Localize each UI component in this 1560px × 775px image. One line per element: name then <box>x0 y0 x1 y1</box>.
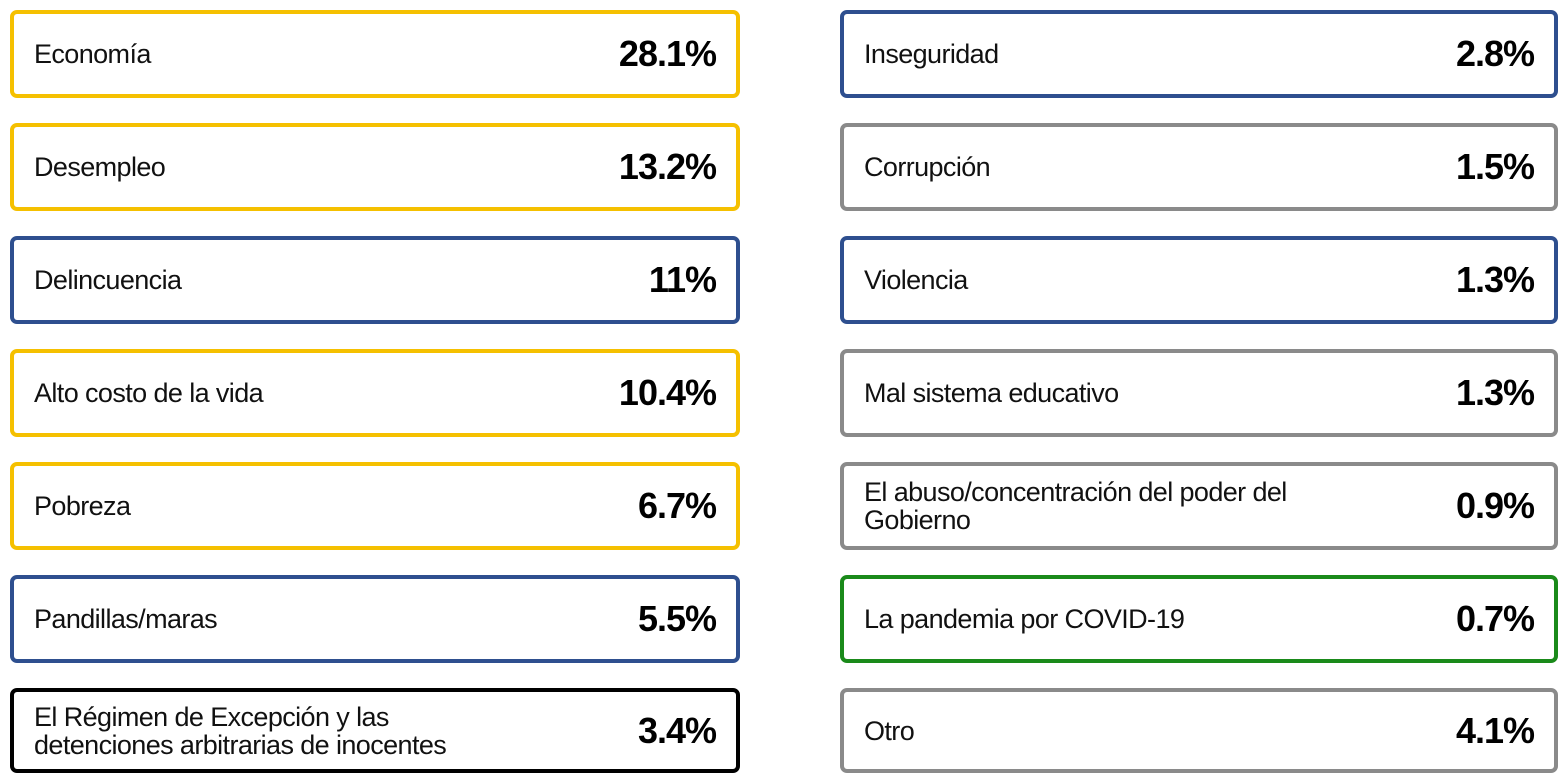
item-box: La pandemia por COVID-19 0.7% <box>840 575 1558 663</box>
item-box: Economía 28.1% <box>10 10 740 98</box>
item-label: Alto costo de la vida <box>34 378 264 408</box>
item-box: El Régimen de Excepción y las detencione… <box>10 688 740 773</box>
item-label: Inseguridad <box>864 39 999 69</box>
item-label: Pandillas/maras <box>34 604 218 634</box>
item-label: Mal sistema educativo <box>864 378 1119 408</box>
item-label: Economía <box>34 39 151 69</box>
item-box: Otro 4.1% <box>840 688 1558 773</box>
item-box: Inseguridad 2.8% <box>840 10 1558 98</box>
item-label: El Régimen de Excepción y las detencione… <box>34 701 447 760</box>
item-value: 2.8% <box>1455 33 1535 74</box>
item-label: Delincuencia <box>34 265 182 295</box>
item-label: La pandemia por COVID-19 <box>864 604 1185 634</box>
item-box: El abuso/concentración del poder del Gob… <box>840 462 1558 550</box>
item-label: Corrupción <box>864 152 991 182</box>
item-value: 1.3% <box>1455 372 1535 413</box>
item-value: 4.1% <box>1455 709 1535 751</box>
item-box: Pandillas/maras 5.5% <box>10 575 740 663</box>
item-box: Delincuencia 11% <box>10 236 740 324</box>
item-box: Desempleo 13.2% <box>10 123 740 211</box>
item-label: Pobreza <box>34 491 131 521</box>
item-box: Alto costo de la vida 10.4% <box>10 349 740 437</box>
item-label: Otro <box>864 715 915 746</box>
item-value: 6.7% <box>637 485 717 526</box>
item-value: 0.7% <box>1455 598 1535 639</box>
item-box: Mal sistema educativo 1.3% <box>840 349 1558 437</box>
item-box: Pobreza 6.7% <box>10 462 740 550</box>
item-box: Corrupción 1.5% <box>840 123 1558 211</box>
item-value: 5.5% <box>637 598 717 639</box>
item-box: Violencia 1.3% <box>840 236 1558 324</box>
item-value: 3.4% <box>637 709 717 751</box>
item-value: 0.9% <box>1455 485 1535 526</box>
item-value: 13.2% <box>618 146 717 187</box>
item-label: Desempleo <box>34 152 166 182</box>
item-value: 28.1% <box>618 33 717 74</box>
item-value: 1.3% <box>1455 259 1535 300</box>
item-label: Violencia <box>864 265 968 295</box>
item-value: 10.4% <box>618 372 717 413</box>
item-value: 1.5% <box>1455 146 1535 187</box>
item-label: El abuso/concentración del poder del Gob… <box>864 477 1287 535</box>
item-value: 11% <box>648 259 717 300</box>
